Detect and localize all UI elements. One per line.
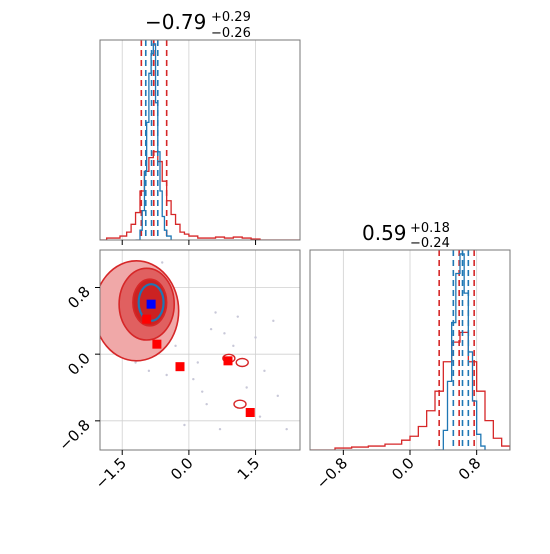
param2-series-blue xyxy=(435,250,486,450)
sample-point xyxy=(165,373,168,377)
title-param1-sub: −0.26 xyxy=(211,26,251,41)
contour-ytick-label-0: −0.8 xyxy=(55,416,93,454)
param1-frame xyxy=(99,39,301,241)
sample-point xyxy=(245,386,248,389)
sample-point xyxy=(209,327,213,331)
sample-point xyxy=(147,369,151,373)
param1-series-blue xyxy=(135,40,172,240)
param1-series-red xyxy=(100,40,300,240)
param2-series-red xyxy=(310,250,510,450)
sample-point xyxy=(201,390,204,393)
param2-hist-blue xyxy=(435,253,486,450)
sample-point xyxy=(183,423,186,427)
marker-red xyxy=(175,362,185,372)
contour-xtick-label-0: −1.5 xyxy=(92,454,130,492)
title-param2-sup: +0.18 xyxy=(410,221,450,236)
marker-red xyxy=(223,356,233,366)
sample-point xyxy=(254,336,257,339)
contour-xtick-label-1: 0.0 xyxy=(167,454,197,484)
contour-panel: −1.5 0.0 1.5 −0.8 0.0 0.8 xyxy=(55,249,301,493)
marker-red xyxy=(152,339,162,349)
sample-point xyxy=(214,311,217,314)
sample-point xyxy=(232,344,235,348)
param1-hist-blue xyxy=(135,43,172,240)
sample-point xyxy=(205,402,208,406)
contour-ytick-label-1: 0.0 xyxy=(64,349,94,379)
sample-point xyxy=(272,319,275,323)
marker-blue xyxy=(146,299,156,309)
sample-point xyxy=(223,332,226,335)
outlier-contour xyxy=(233,399,247,409)
title-param2-sub: −0.24 xyxy=(410,236,450,251)
sample-point xyxy=(218,427,222,431)
param2-xtick-label-2: 0.8 xyxy=(455,454,485,484)
sample-point xyxy=(161,261,164,264)
grid xyxy=(121,40,256,240)
param2-xtick-label-0: −0.8 xyxy=(313,454,351,492)
marginal-panel-param2: −0.8 0.0 0.8 xyxy=(309,249,511,493)
title-param1-main: −0.79 xyxy=(145,10,206,34)
outlier-contour xyxy=(235,357,249,368)
sample-point xyxy=(174,344,177,348)
title-param1: −0.79 +0.29 −0.26 xyxy=(145,10,251,41)
sample-point xyxy=(276,394,279,398)
grid xyxy=(342,250,478,450)
sample-point xyxy=(285,427,288,431)
title-param1-sup: +0.29 xyxy=(211,10,251,25)
marker-red xyxy=(142,314,152,324)
sample-point xyxy=(192,377,195,381)
sample-point xyxy=(134,361,137,364)
contour-xtick-label-2: 1.5 xyxy=(234,454,264,484)
sample-point xyxy=(258,415,262,418)
contour-ytick-label-2: 0.8 xyxy=(64,283,94,313)
sample-point xyxy=(236,315,239,318)
param2-hist-red xyxy=(310,331,510,450)
contour-content xyxy=(100,260,288,431)
contour-frame xyxy=(99,249,301,451)
marker-red xyxy=(245,408,255,417)
sample-point xyxy=(196,361,199,364)
param2-xtick-label-1: 0.0 xyxy=(388,454,418,484)
param1-hist-red xyxy=(100,151,300,240)
title-param2: 0.59 +0.18 −0.24 xyxy=(362,221,450,251)
title-param2-main: 0.59 xyxy=(362,221,407,245)
sample-point xyxy=(263,369,266,373)
marginal-panel-param1 xyxy=(99,39,301,245)
